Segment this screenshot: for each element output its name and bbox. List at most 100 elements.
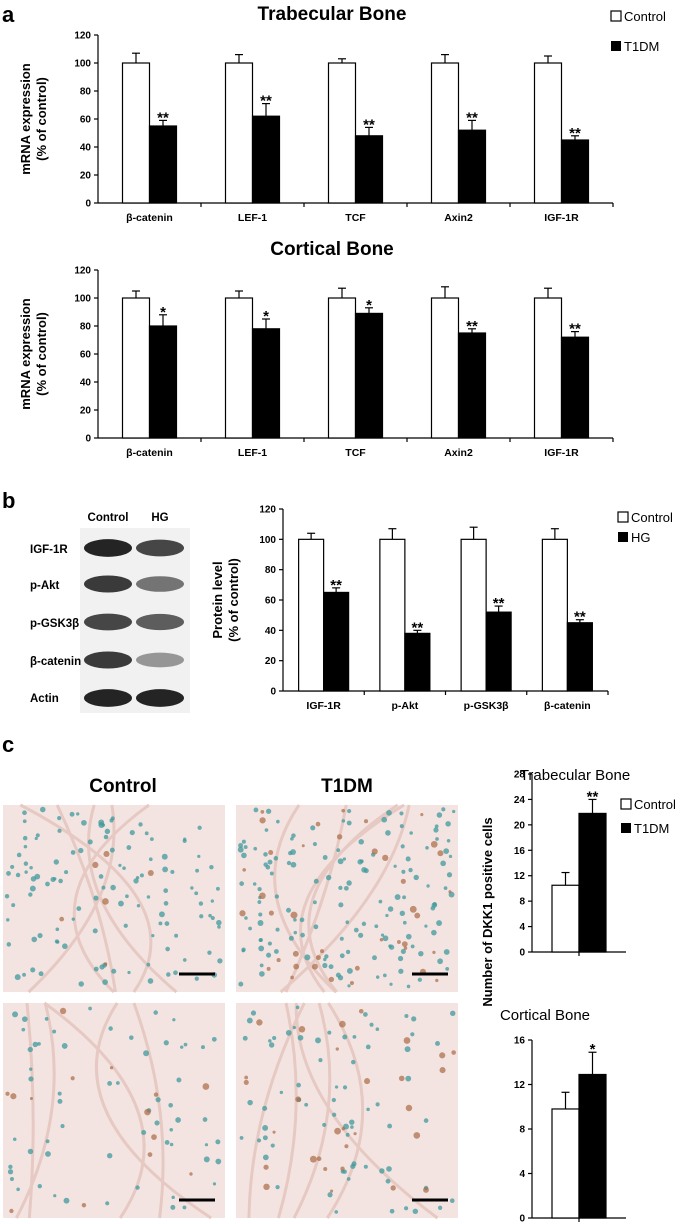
teal-nucleus (405, 1075, 412, 1082)
teal-nucleus (102, 979, 108, 985)
brown-stain (339, 1020, 346, 1028)
teal-nucleus (182, 1205, 187, 1210)
teal-nucleus (28, 1076, 34, 1082)
legend-a: Control T1DM (610, 9, 666, 54)
bar-control (533, 297, 563, 439)
teal-nucleus (22, 972, 26, 977)
bar-disease (457, 332, 487, 439)
teal-nucleus (204, 1143, 209, 1147)
legend-b-control-swatch (617, 511, 629, 523)
teal-nucleus (275, 1184, 280, 1190)
teal-nucleus (327, 1030, 332, 1035)
teal-nucleus (256, 1138, 262, 1143)
legend-c-disease-swatch (621, 823, 631, 833)
brown-stain (256, 1019, 263, 1026)
x-category-label: IGF-1R (306, 700, 341, 712)
y-tick-label: 0 (519, 948, 525, 959)
teal-nucleus (331, 1097, 336, 1103)
dkk1-trabecular-chart: Trabecular Bone 0 4 8 12 16 20 24 28 ** (514, 767, 630, 959)
teal-nucleus (259, 963, 264, 968)
brown-stain (309, 1155, 317, 1163)
y-tick-label: 0 (85, 199, 91, 210)
teal-nucleus (304, 954, 311, 961)
y-tick-label: 40 (80, 378, 92, 389)
brown-stain (259, 892, 266, 900)
teal-nucleus (243, 845, 248, 850)
teal-nucleus (34, 873, 41, 880)
teal-nucleus (107, 1081, 113, 1086)
teal-nucleus (190, 886, 194, 890)
brown-stain (354, 965, 360, 971)
blot-row-pgsk3b: p-GSK3β (30, 618, 79, 630)
teal-nucleus (253, 807, 259, 813)
teal-nucleus (387, 906, 394, 912)
teal-nucleus (410, 944, 415, 949)
teal-nucleus (358, 839, 365, 845)
bar-control (327, 62, 357, 204)
teal-nucleus (325, 874, 332, 881)
brown-stain (103, 962, 108, 966)
teal-nucleus (312, 900, 317, 905)
bar-control (541, 538, 568, 692)
brown-stain (239, 910, 246, 917)
y-tick-label: 16 (514, 1036, 526, 1047)
teal-nucleus (98, 819, 105, 826)
bar-control (430, 297, 460, 439)
teal-nucleus (38, 971, 44, 977)
teal-nucleus (353, 927, 359, 933)
teal-nucleus (239, 881, 245, 886)
significance-marker: * (366, 297, 372, 314)
brown-stain (243, 1079, 249, 1085)
brown-stain (202, 1083, 210, 1090)
teal-nucleus (31, 936, 38, 943)
teal-nucleus (194, 976, 199, 981)
tissue-fiber (19, 803, 153, 993)
tissue-fiber (87, 804, 178, 994)
teal-nucleus (30, 967, 36, 973)
brown-stain (59, 916, 65, 922)
bar-disease (560, 336, 590, 439)
teal-nucleus (108, 1026, 113, 1031)
y-tick-label: 80 (265, 565, 277, 576)
teal-nucleus (10, 864, 15, 870)
teal-nucleus (242, 1035, 248, 1041)
blot-band (84, 689, 132, 707)
teal-nucleus (425, 845, 429, 850)
teal-nucleus (267, 859, 273, 865)
teal-nucleus (268, 1042, 275, 1048)
teal-nucleus (129, 1035, 134, 1040)
significance-marker: ** (412, 619, 424, 636)
bar-disease (354, 135, 384, 204)
bar-disease (251, 328, 281, 439)
teal-nucleus (431, 929, 437, 936)
teal-nucleus (239, 1135, 244, 1140)
brown-stain (92, 861, 99, 869)
teal-nucleus (288, 935, 294, 941)
tissue-background (236, 805, 458, 992)
teal-nucleus (375, 975, 380, 979)
x-category-label: IGF-1R (544, 212, 579, 224)
teal-nucleus (195, 868, 200, 873)
brown-stain (5, 1091, 10, 1096)
teal-nucleus (345, 949, 351, 955)
teal-nucleus (163, 888, 169, 894)
teal-nucleus (346, 880, 352, 886)
teal-nucleus (265, 808, 272, 814)
teal-nucleus (286, 907, 291, 913)
y-axis-label: mRNA expression (18, 298, 33, 410)
teal-nucleus (400, 948, 406, 955)
teal-nucleus (402, 920, 407, 925)
teal-nucleus (313, 878, 319, 884)
y-tick-label: 0 (270, 687, 276, 698)
teal-nucleus (290, 861, 297, 868)
teal-nucleus (259, 971, 265, 977)
y-tick-label: 100 (74, 59, 91, 70)
teal-nucleus (394, 894, 401, 900)
teal-nucleus (322, 1122, 327, 1127)
teal-nucleus (103, 834, 109, 840)
chart-title: Cortical Bone (270, 239, 394, 260)
teal-nucleus (399, 824, 404, 829)
legend-b: Control HG (617, 510, 673, 545)
teal-nucleus (55, 927, 60, 932)
brown-stain (344, 1144, 349, 1149)
